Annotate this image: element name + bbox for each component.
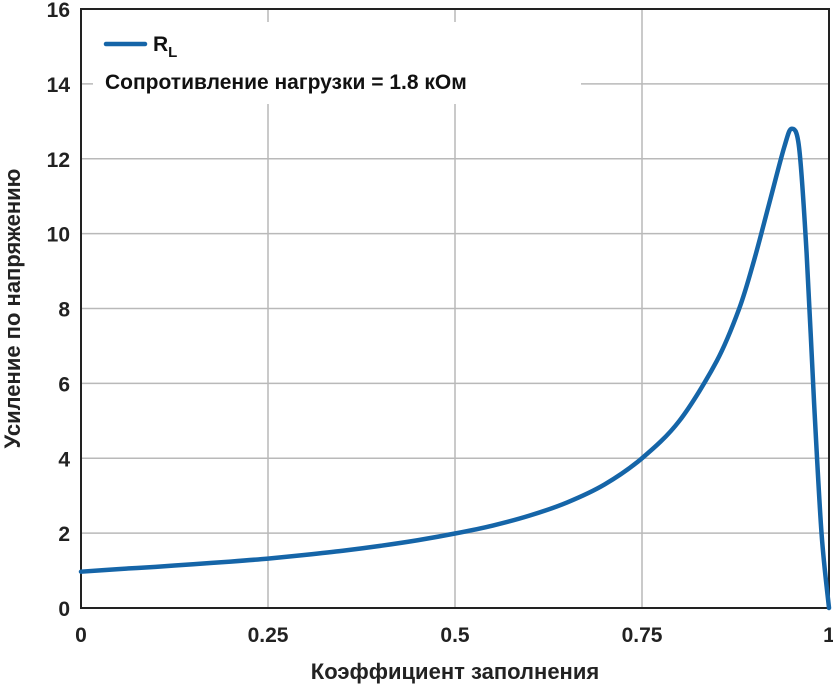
x-tick-label: 0.25: [248, 624, 289, 647]
x-axis-title: Коэффициент заполнения: [311, 659, 599, 684]
y-tick-label: 0: [58, 598, 70, 621]
legend-background: [93, 22, 581, 104]
grid-lines: [81, 9, 829, 608]
y-tick-label: 12: [47, 149, 70, 172]
x-tick-label: 0: [75, 624, 87, 647]
y-tick-label: 8: [58, 299, 70, 322]
y-tick-label: 2: [58, 523, 70, 546]
legend-series-label: RL: [153, 33, 177, 61]
x-tick-label: 0.5: [440, 624, 470, 647]
legend-label-subscript: L: [168, 44, 177, 61]
plot-frame: [80, 8, 830, 609]
y-tick-labels: 0 2 4 6 8 10 12 14 16: [47, 0, 71, 621]
x-tick-label: 0.75: [622, 624, 663, 647]
legend-note: Сопротивление нагрузки = 1.8 кОм: [105, 71, 467, 94]
x-tick-label: 1: [823, 624, 833, 647]
series-line-rl: [78, 126, 832, 611]
x-tick-labels: 0 0.25 0.5 0.75 1: [75, 624, 833, 647]
y-tick-label: 16: [47, 0, 70, 22]
y-tick-label: 6: [58, 373, 70, 396]
y-axis-title: Усиление по напряжению: [0, 169, 25, 449]
legend-label-main: R: [153, 33, 168, 56]
y-tick-label: 14: [47, 74, 71, 97]
y-tick-label: 10: [47, 224, 70, 247]
y-tick-label: 4: [58, 448, 70, 471]
